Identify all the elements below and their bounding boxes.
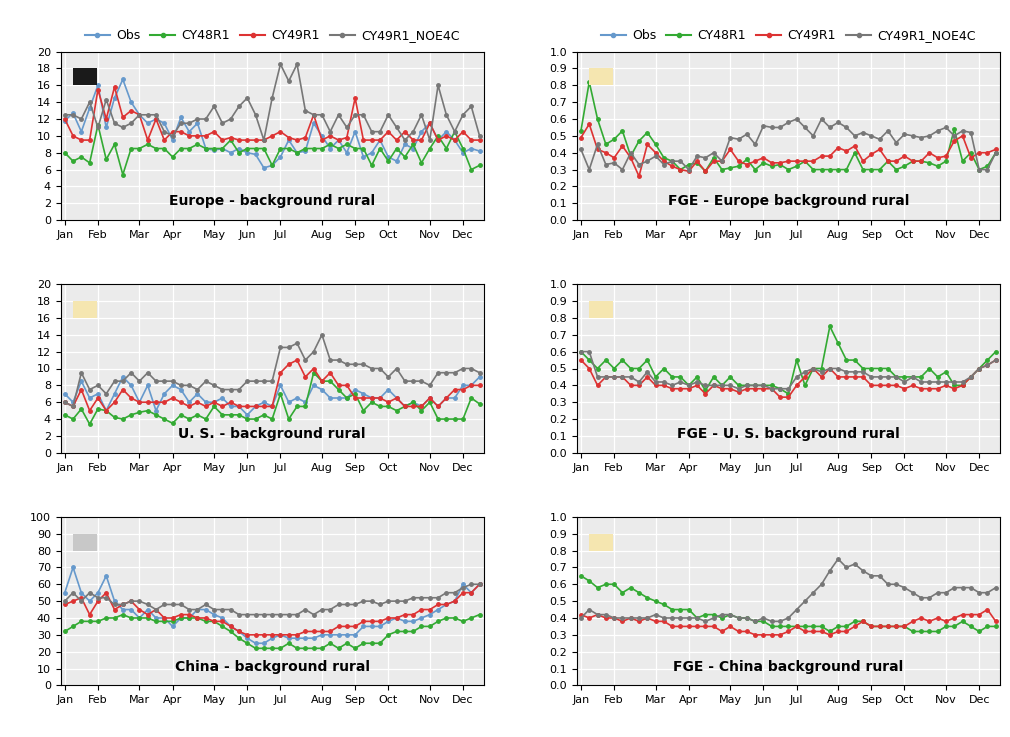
Text: U. S. - background rural: U. S. - background rural — [179, 427, 366, 441]
Bar — [74, 534, 97, 551]
Bar — [74, 301, 97, 318]
Legend: Obs, CY48R1, CY49R1, CY49R1_NOE4C: Obs, CY48R1, CY49R1, CY49R1_NOE4C — [80, 24, 465, 47]
Bar — [590, 534, 613, 551]
Bar — [590, 69, 613, 85]
Text: FGE - China background rural: FGE - China background rural — [674, 660, 904, 674]
Text: FGE - U. S. background rural: FGE - U. S. background rural — [677, 427, 900, 441]
Text: Europe - background rural: Europe - background rural — [169, 195, 376, 209]
Bar — [74, 69, 97, 85]
Text: FGE - Europe background rural: FGE - Europe background rural — [668, 195, 909, 209]
Legend: Obs, CY48R1, CY49R1, CY49R1_NOE4C: Obs, CY48R1, CY49R1, CY49R1_NOE4C — [596, 24, 981, 47]
Text: China - background rural: China - background rural — [175, 660, 370, 674]
Bar — [590, 301, 613, 318]
